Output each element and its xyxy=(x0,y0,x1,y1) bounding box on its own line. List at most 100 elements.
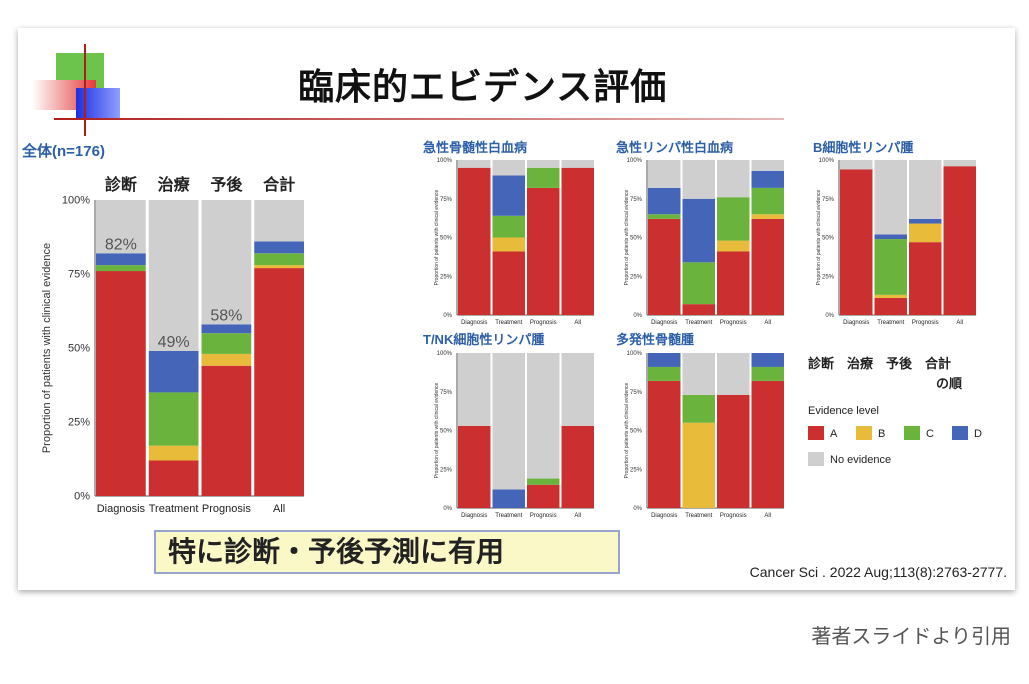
bar-segment-c xyxy=(254,253,304,266)
bar-segment-a xyxy=(458,425,491,508)
bar-segment-a xyxy=(943,166,976,315)
bar-segment-c xyxy=(874,239,907,295)
bar-segment-c xyxy=(492,215,525,238)
bar-segment-no-evidence xyxy=(527,160,560,168)
bar-segment-b xyxy=(874,294,907,298)
bar-segment-no-evidence xyxy=(561,353,594,426)
y-tick-label: 50% xyxy=(440,236,453,242)
y-tick-label: 100% xyxy=(627,351,643,357)
legend-swatch xyxy=(808,426,824,440)
bar-segment-c xyxy=(96,265,146,272)
bar-segment-a xyxy=(751,380,784,508)
bar-segment-d xyxy=(909,218,942,224)
bar-segment-a xyxy=(874,297,907,315)
legend-label: C xyxy=(926,428,934,440)
bar-segment-b xyxy=(717,240,750,252)
bar-segment-c xyxy=(682,262,715,305)
x-tick-label: All xyxy=(956,320,963,326)
y-tick-label: 75% xyxy=(630,390,643,396)
bar-segment-b xyxy=(909,223,942,243)
bar-segment-no-evidence xyxy=(201,200,252,325)
bar-segment-no-evidence xyxy=(682,160,715,199)
bar-segment-no-evidence xyxy=(492,353,525,490)
x-tick-label: Treatment xyxy=(495,320,522,326)
chart-title: 多発性骨髄腫 xyxy=(616,332,694,347)
bar-segment-a xyxy=(561,167,594,315)
bar-segment-c xyxy=(717,197,750,241)
charts-canvas: 全体(n=176) 0% 25% 50% 75% 100% Proportion of pa… xyxy=(21,140,982,519)
bar-segment-a xyxy=(148,460,199,496)
legend-header-2: の順 xyxy=(936,377,963,392)
legend-swatch xyxy=(808,452,824,466)
logo-blue-square xyxy=(76,88,120,118)
chart-title: 全体(n=176) xyxy=(21,142,105,160)
legend-label: B xyxy=(878,428,885,440)
y-tick-label: 0% xyxy=(443,313,452,319)
bar-segment-d xyxy=(96,253,146,266)
chart-title: B細胞性リンパ腫 xyxy=(813,140,913,155)
bar-segment-no-evidence xyxy=(148,200,199,351)
bar-segment-b xyxy=(682,422,715,508)
citation: Cancer Sci . 2022 Aug;113(8):2763-2777. xyxy=(749,564,1007,580)
legend-label: A xyxy=(830,428,838,440)
bar-segment-no-evidence xyxy=(909,160,942,219)
y-axis-label: Proportion of patients with clinical evi… xyxy=(434,382,440,478)
bar-segment-a xyxy=(717,251,750,315)
x-tick-label: Treatment xyxy=(685,320,712,326)
x-tick-label: Diagnosis xyxy=(843,320,869,326)
bar-total-label: 82% xyxy=(105,236,137,253)
x-tick-label: Prognosis xyxy=(530,320,557,326)
x-tick-label: Prognosis xyxy=(530,513,557,519)
y-tick-label: 75% xyxy=(630,197,643,203)
x-tick-label: Diagnosis xyxy=(461,320,487,326)
bar-segment-b xyxy=(201,353,252,366)
bar-segment-c xyxy=(527,167,560,188)
bar-segment-no-evidence xyxy=(254,200,304,242)
x-tick-label: Prognosis xyxy=(912,320,939,326)
bar-segment-a xyxy=(458,167,491,315)
y-tick-label: 100% xyxy=(627,158,643,164)
y-tick-label: 25% xyxy=(822,274,835,280)
y-axis-label: Proportion of patients with clinical evi… xyxy=(434,189,440,285)
bar-segment-no-evidence xyxy=(458,353,491,426)
slide: 臨床的エビデンス評価 全体(n=176) 0% 25% 50% 75% 100% Propo… xyxy=(18,28,1015,590)
x-tick-label: Prognosis xyxy=(720,320,747,326)
y-tick-label: 75% xyxy=(440,197,453,203)
bar-segment-no-evidence xyxy=(874,160,907,235)
y-axis-label: Proportion of patients with clinical evi… xyxy=(624,189,630,285)
y-tick-label: 0% xyxy=(825,313,834,319)
y-tick-label: 0% xyxy=(633,506,642,512)
bar-segment-c xyxy=(648,214,681,219)
y-tick-label: 25% xyxy=(440,274,453,280)
bar-segment-c xyxy=(148,392,199,446)
bar-segment-a xyxy=(527,187,560,315)
y-tick-label: 100% xyxy=(819,158,835,164)
y-tick-label: 100% xyxy=(437,158,453,164)
chart-title: 急性リンパ性白血病 xyxy=(616,140,733,155)
bar-segment-d xyxy=(874,234,907,240)
bar-segment-no-evidence xyxy=(527,353,560,479)
y-tick-label: 100% xyxy=(437,351,453,357)
bar-segment-a xyxy=(254,268,304,496)
column-header: 合計 xyxy=(263,175,295,194)
y-tick-label: 50% xyxy=(822,236,835,242)
y-tick-label: 0% xyxy=(74,491,90,503)
x-tick-label: All xyxy=(764,513,771,519)
bar-segment-b xyxy=(751,214,784,219)
bar-segment-no-evidence xyxy=(717,353,750,395)
bar-segment-d xyxy=(751,170,784,188)
y-tick-label: 25% xyxy=(630,274,643,280)
x-tick-label: All xyxy=(764,320,771,326)
bar-segment-d xyxy=(254,241,304,254)
bar-segment-a xyxy=(527,484,560,508)
y-tick-label: 50% xyxy=(630,236,643,242)
bar-segment-a xyxy=(840,169,873,315)
bar-segment-c xyxy=(648,366,681,381)
slide-title: 臨床的エビデンス評価 xyxy=(298,67,668,108)
y-axis-label: Proportion of patients with clinical evi… xyxy=(624,382,630,478)
bar-segment-b xyxy=(492,237,525,252)
legend-title: Evidence level xyxy=(808,405,879,417)
y-tick-label: 25% xyxy=(440,467,453,473)
x-tick-label: All xyxy=(574,513,581,519)
bar-segment-b xyxy=(148,445,199,461)
